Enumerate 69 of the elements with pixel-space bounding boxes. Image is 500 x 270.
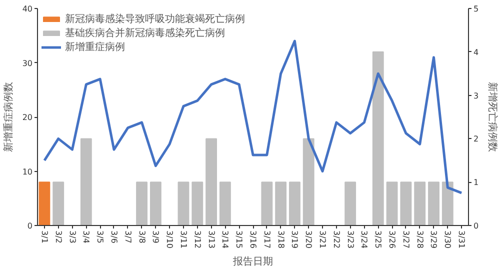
x-tick-label: 3/2 — [54, 230, 63, 244]
bar — [442, 182, 454, 226]
x-tick-label: 3/14 — [220, 230, 230, 248]
x-tick-label: 3/16 — [248, 230, 258, 248]
x-tick-label: 3/31 — [457, 230, 466, 248]
x-tick-label: 3/13 — [206, 230, 216, 248]
y2-tick-label: 3 — [474, 91, 479, 100]
line-series — [43, 40, 463, 194]
x-tick-label: 3/26 — [388, 230, 397, 248]
bar — [219, 182, 231, 226]
bar — [414, 182, 426, 226]
x-tick-label: 3/10 — [165, 230, 174, 248]
bar — [178, 182, 190, 226]
bar — [52, 182, 64, 226]
x-tick-label: 3/20 — [304, 230, 314, 248]
bar — [386, 182, 398, 226]
y2-tick-label: 1 — [474, 178, 479, 188]
x-tick-label: 3/17 — [262, 230, 272, 248]
y-tick-label: 0 — [27, 222, 33, 230]
x-tick-label: 3/9 — [151, 230, 160, 244]
x-tick-label: 3/24 — [360, 230, 369, 248]
bar — [372, 51, 384, 226]
bar — [80, 138, 92, 226]
bar — [344, 182, 356, 226]
bar — [136, 182, 148, 226]
x-tick-label: 3/29 — [429, 230, 438, 248]
x-tick-label: 3/11 — [178, 230, 188, 248]
y-axis-title: 新增重症病例数 — [2, 82, 14, 152]
x-tick-label: 3/22 — [332, 230, 341, 248]
y-tick-label: 10 — [22, 167, 33, 176]
x-tick-label: 3/3 — [68, 230, 77, 244]
x-tick-label: 3/18 — [276, 230, 286, 248]
x-tick-label: 3/5 — [96, 230, 105, 244]
y-tick-label: 40 — [22, 4, 33, 14]
x-tick-label: 3/30 — [443, 230, 452, 248]
x-axis-title: 报告日期 — [232, 255, 273, 268]
bar — [206, 138, 218, 226]
x-tick-label: 3/6 — [109, 230, 118, 244]
bar — [428, 182, 440, 226]
x-tick-label: 3/25 — [374, 230, 383, 248]
x-tick-label: 3/8 — [137, 230, 146, 244]
legend-label: 新冠病毒感染导致呼吸功能衰竭死亡病例 — [65, 12, 245, 26]
x-tick-label: 3/21 — [318, 230, 328, 248]
y2-tick-label: 0 — [474, 222, 479, 230]
bar — [192, 182, 204, 226]
x-tick-label: 3/23 — [346, 230, 355, 248]
legend-label: 基础疾病合并新冠病毒感染死亡病例 — [65, 26, 225, 40]
bar — [261, 182, 273, 226]
x-tick-label: 3/19 — [290, 230, 300, 248]
bar — [38, 182, 50, 226]
x-tick-label: 3/7 — [123, 230, 132, 244]
x-tick-label: 3/1 — [40, 230, 49, 244]
y2-axis-title: 新增死亡病例数 — [486, 82, 499, 152]
y2-tick-label: 2 — [474, 134, 479, 144]
y-tick-label: 30 — [22, 58, 33, 68]
x-tick-label: 3/27 — [401, 230, 410, 248]
x-tick-label: 3/12 — [192, 230, 202, 248]
legend-label: 新增重症病例 — [65, 40, 125, 54]
bar — [302, 138, 314, 226]
bar — [288, 182, 300, 226]
x-tick-label: 3/4 — [82, 230, 91, 244]
x-tick-label: 3/15 — [234, 230, 244, 248]
x-tick-label: 3/28 — [415, 230, 424, 248]
y2-tick-label: 5 — [474, 4, 479, 14]
y2-tick-label: 4 — [474, 48, 479, 57]
bar — [150, 182, 162, 226]
bar — [400, 182, 412, 226]
y-tick-label: 20 — [22, 113, 33, 122]
bar — [275, 182, 287, 226]
